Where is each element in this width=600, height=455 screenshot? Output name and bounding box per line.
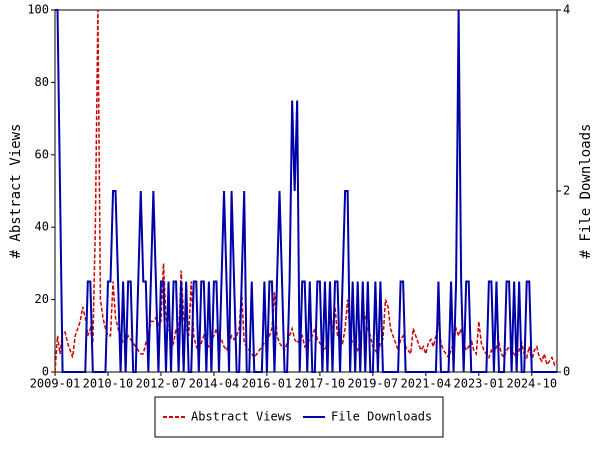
y-tick-label: 80 [35, 75, 49, 89]
x-tick-label: 2014-04 [189, 377, 240, 391]
y-tick-label: 60 [35, 147, 49, 161]
x-tick-label: 2023-01 [454, 377, 505, 391]
y-axis-label: # Abstract Views [8, 124, 24, 259]
y-tick-label: 40 [35, 220, 49, 234]
x-tick-label: 2021-04 [401, 377, 452, 391]
y2-tick-label: 2 [563, 184, 570, 198]
legend-label: Abstract Views [191, 410, 292, 424]
y2-tick-label: 4 [563, 3, 570, 17]
legend-label: File Downloads [331, 410, 432, 424]
y-tick-label: 20 [35, 292, 49, 306]
x-tick-label: 2017-10 [295, 377, 346, 391]
x-tick-label: 2012-07 [136, 377, 187, 391]
y-tick-label: 100 [27, 3, 49, 17]
x-tick-label: 2010-10 [83, 377, 134, 391]
x-tick-label: 2024-10 [506, 377, 557, 391]
y2-axis-label: # File Downloads [578, 124, 594, 259]
series-line [55, 9, 557, 373]
legend-box [154, 396, 444, 438]
x-tick-label: 2019-07 [348, 377, 399, 391]
y-tick-label: 0 [42, 365, 49, 379]
x-tick-label: 2009-01 [30, 377, 81, 391]
y2-tick-label: 0 [563, 365, 570, 379]
x-tick-label: 2016-01 [242, 377, 293, 391]
